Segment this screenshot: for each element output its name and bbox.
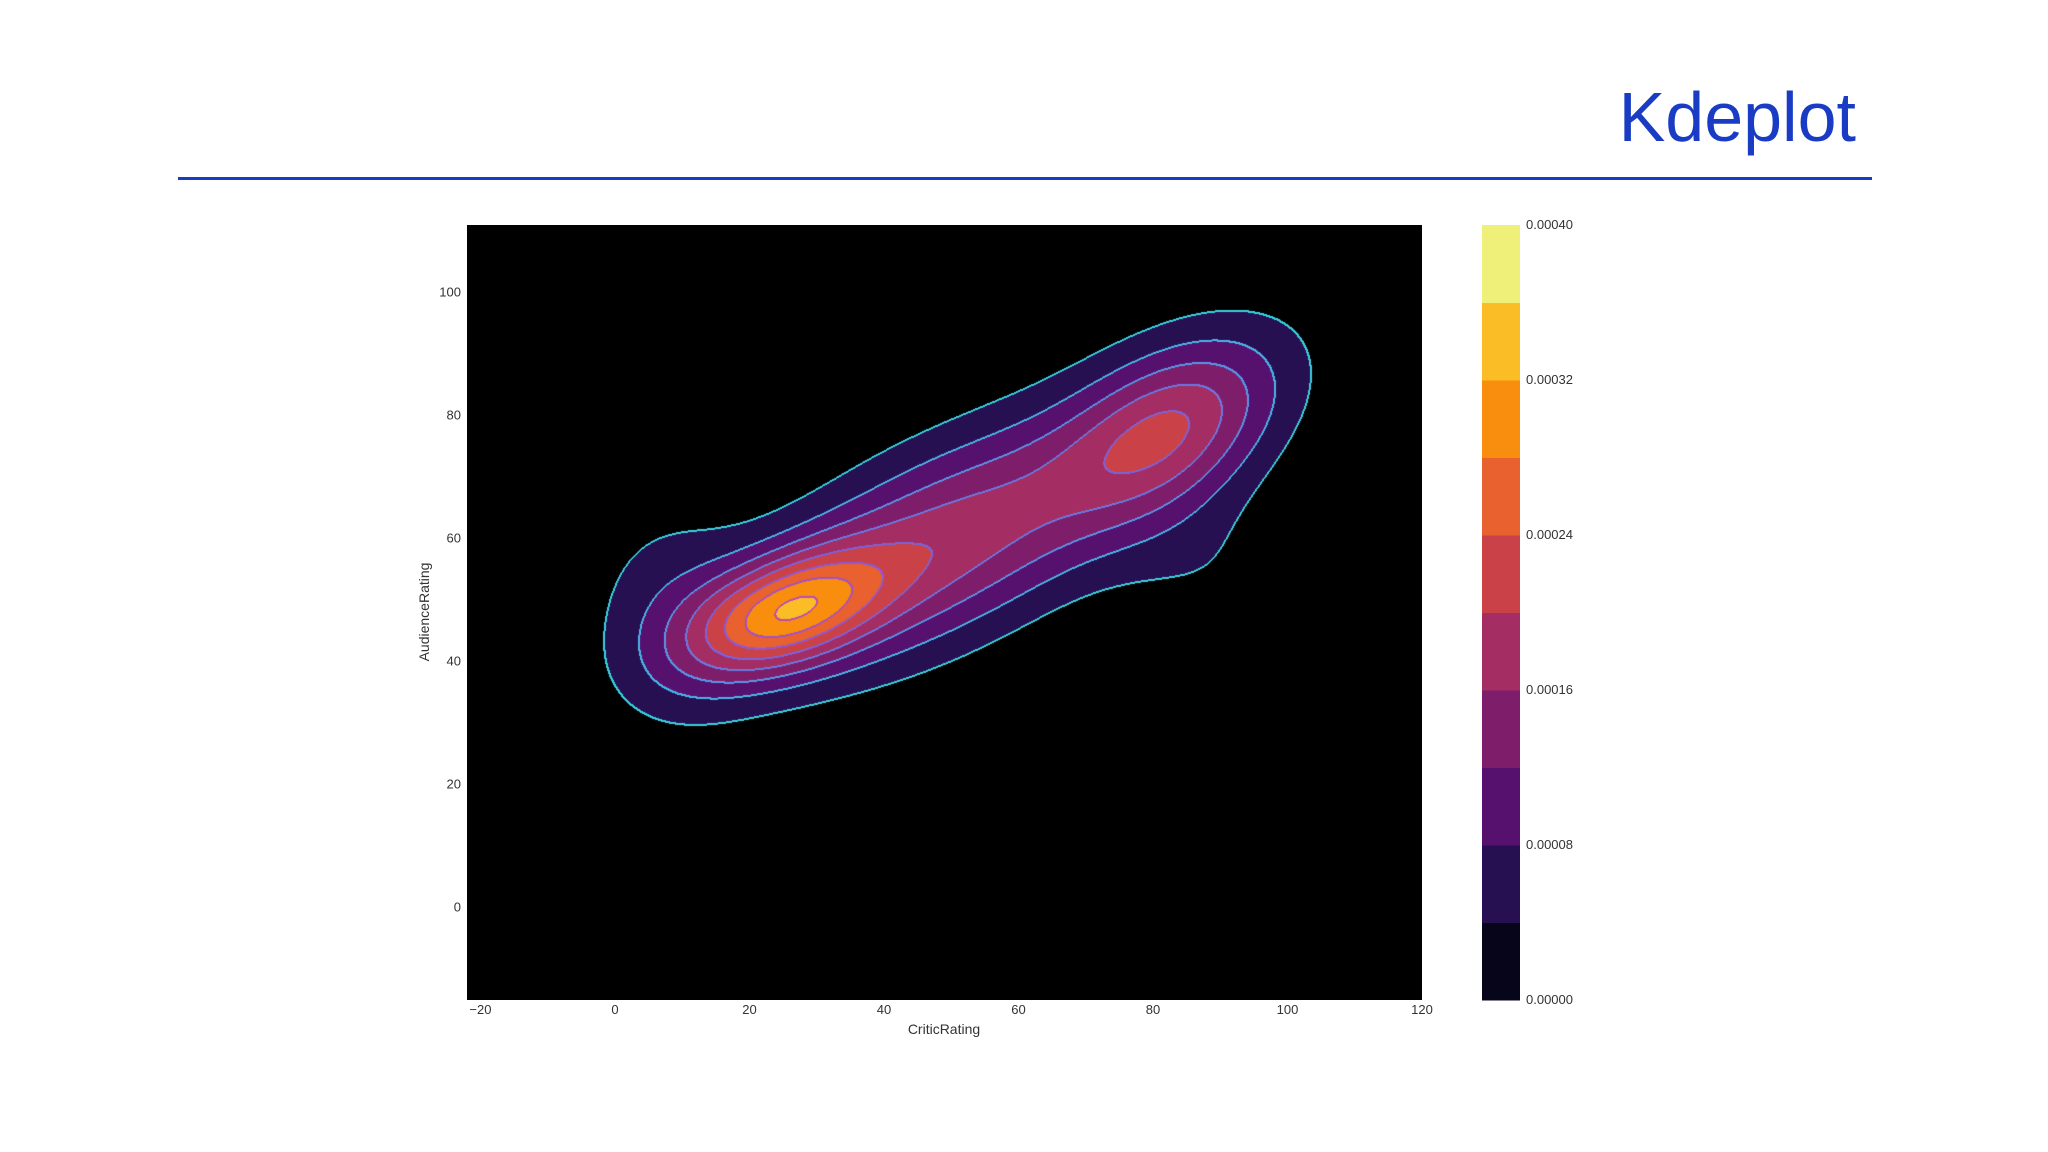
colorbar-band <box>1482 380 1520 458</box>
x-tick-label: 0 <box>611 1002 618 1017</box>
y-tick-label: 40 <box>447 654 461 669</box>
title-divider <box>178 177 1872 180</box>
colorbar-tick-label: 0.00024 <box>1526 527 1573 542</box>
colorbar-band <box>1482 690 1520 768</box>
y-tick-label: 100 <box>439 285 461 300</box>
x-tick-label: 80 <box>1146 1002 1160 1017</box>
x-tick-label: 20 <box>742 1002 756 1017</box>
x-tick-label: 60 <box>1011 1002 1025 1017</box>
y-tick-label: 80 <box>447 408 461 423</box>
y-axis-label: AudienceRating <box>416 563 432 662</box>
colorbar-ticks: 0.00000 0.00008 0.00016 0.00024 0.00032 0.000… <box>1526 217 1573 1007</box>
colorbar-tick-label: 0.00016 <box>1526 682 1573 697</box>
colorbar-tick-label: 0.00000 <box>1526 992 1573 1007</box>
y-tick-label: 20 <box>447 777 461 792</box>
x-axis-ticks: −20 0 20 40 60 80 100 120 <box>469 1002 1432 1017</box>
x-tick-label: 120 <box>1411 1002 1433 1017</box>
slide-title: Kdeplot <box>1618 78 1856 156</box>
colorbar-band <box>1482 225 1520 303</box>
colorbar-band <box>1482 535 1520 613</box>
colorbar-band <box>1482 302 1520 381</box>
colorbar-tick-label: 0.00040 <box>1526 217 1573 232</box>
x-tick-label: −20 <box>469 1002 491 1017</box>
colorbar-band <box>1482 845 1520 923</box>
colorbar-band <box>1482 457 1520 536</box>
y-tick-label: 60 <box>447 531 461 546</box>
colorbar <box>1482 225 1520 1001</box>
y-tick-label: 0 <box>454 900 461 915</box>
colorbar-band <box>1482 767 1520 846</box>
x-tick-label: 40 <box>877 1002 891 1017</box>
x-axis-label: CriticRating <box>908 1021 980 1037</box>
colorbar-tick-label: 0.00008 <box>1526 837 1573 852</box>
colorbar-band <box>1482 922 1520 1001</box>
y-axis-ticks: 0 20 40 60 80 100 <box>439 285 461 915</box>
colorbar-tick-label: 0.00032 <box>1526 372 1573 387</box>
x-tick-label: 100 <box>1277 1002 1299 1017</box>
colorbar-band <box>1482 612 1520 691</box>
kde-density-image <box>467 225 1422 1000</box>
